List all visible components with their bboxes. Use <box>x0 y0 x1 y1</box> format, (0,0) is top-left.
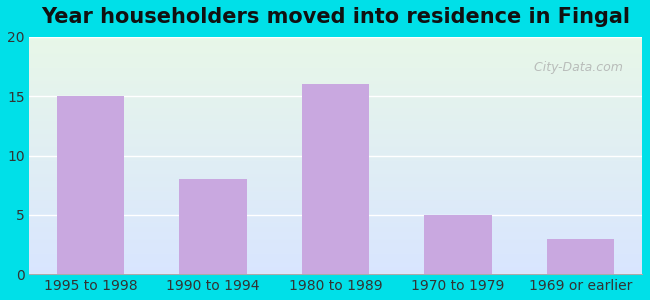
Title: Year householders moved into residence in Fingal: Year householders moved into residence i… <box>41 7 630 27</box>
Bar <box>547 238 614 274</box>
Bar <box>302 84 369 274</box>
Bar <box>424 215 492 274</box>
Bar <box>179 179 247 274</box>
Bar <box>57 96 124 274</box>
Text: City-Data.com: City-Data.com <box>526 61 623 74</box>
